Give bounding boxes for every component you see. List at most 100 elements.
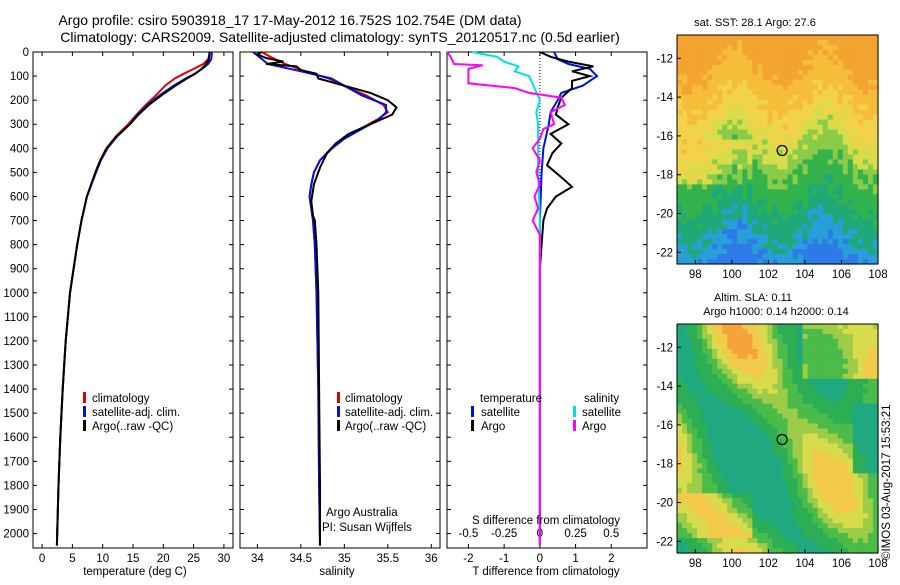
heatmap-cell: [742, 239, 748, 245]
heatmap-cell: [872, 134, 879, 141]
heatmap-cell: [712, 99, 718, 106]
heatmap-cell: [827, 124, 834, 131]
heatmap-cell: [692, 403, 698, 410]
heatmap-cell: [697, 154, 703, 161]
heatmap-cell: [677, 219, 683, 225]
sla-map-panel: Altim. SLA: 0.11 Argo h1000: 0.14 h2000:…: [656, 292, 887, 570]
heatmap-cell: [872, 418, 879, 425]
heatmap-cell: [692, 393, 698, 400]
heatmap-cell: [802, 403, 809, 410]
heatmap-cell: [742, 169, 748, 175]
heatmap-cell: [787, 498, 794, 504]
heatmap-cell: [697, 473, 703, 479]
heatmap-cell: [732, 363, 738, 370]
heatmap-cell: [712, 159, 718, 166]
heatmap-cell: [837, 99, 844, 106]
heatmap-cell: [792, 548, 799, 554]
heatmap-cell: [812, 164, 819, 171]
heatmap-cell: [857, 69, 864, 76]
heatmap-cell: [812, 513, 819, 519]
heatmap-cell: [727, 239, 733, 245]
heatmap-cell: [712, 543, 718, 549]
heatmap-cell: [787, 224, 794, 230]
heatmap-cell: [842, 44, 849, 51]
heatmap-cell: [702, 209, 708, 215]
heatmap-cell: [807, 59, 814, 66]
heatmap-cell: [837, 473, 844, 479]
heatmap-cell: [792, 169, 799, 175]
heatmap-cell: [842, 134, 849, 141]
heatmap-cell: [742, 428, 748, 435]
heatmap-cell: [682, 199, 688, 205]
heatmap-cell: [722, 418, 728, 425]
heatmap-cell: [752, 194, 759, 200]
heatmap-cell: [817, 343, 824, 350]
heatmap-cell: [677, 358, 683, 365]
heatmap-cell: [677, 239, 683, 245]
heatmap-cell: [767, 423, 774, 430]
heatmap-cell: [782, 408, 789, 415]
heatmap-cell: [737, 483, 743, 489]
heatmap-cell: [812, 373, 819, 380]
heatmap-cell: [872, 214, 879, 220]
heatmap-cell: [797, 194, 804, 200]
heatmap-cell: [832, 383, 839, 390]
heatmap-cell: [802, 413, 809, 420]
heatmap-cell: [872, 204, 879, 210]
heatmap-cell: [862, 209, 869, 215]
heatmap-cell: [797, 224, 804, 230]
heatmap-cell: [727, 413, 733, 420]
heatmap-cell: [697, 378, 703, 385]
heatmap-cell: [832, 39, 839, 46]
heatmap-cell: [767, 413, 774, 420]
heatmap-cell: [837, 458, 844, 464]
heatmap-cell: [742, 49, 748, 56]
heatmap-cell: [832, 373, 839, 380]
heatmap-cell: [702, 49, 708, 56]
heatmap-cell: [817, 423, 824, 430]
heatmap-cell: [702, 254, 708, 260]
heatmap-cell: [822, 493, 829, 499]
heatmap-cell: [852, 254, 859, 260]
heatmap-cell: [712, 244, 718, 250]
heatmap-cell: [757, 448, 764, 455]
heatmap-cell: [697, 523, 703, 529]
heatmap-cell: [812, 119, 819, 126]
heatmap-cell: [732, 418, 738, 425]
heatmap-cell: [872, 84, 879, 91]
heatmap-cell: [747, 363, 753, 370]
heatmap-cell: [712, 418, 718, 425]
heatmap-cell: [687, 493, 693, 499]
heatmap-cell: [857, 249, 864, 255]
heatmap-cell: [682, 239, 688, 245]
heatmap-cell: [762, 164, 769, 171]
heatmap-cell: [802, 239, 809, 245]
heatmap-cell: [777, 134, 784, 141]
heatmap-cell: [722, 378, 728, 385]
temperature-legend: climatology satellite-adj. clim. Argo(..…: [83, 392, 180, 433]
heatmap-cell: [842, 254, 849, 260]
heatmap-cell: [827, 199, 834, 205]
heatmap-cell: [682, 363, 688, 370]
heatmap-cell: [782, 343, 789, 350]
heatmap-cell: [862, 89, 869, 96]
heatmap-cell: [747, 249, 753, 255]
heatmap-cell: [717, 119, 723, 126]
heatmap-cell: [792, 54, 799, 61]
heatmap-cell: [857, 523, 864, 529]
heatmap-cell: [782, 413, 789, 420]
heatmap-cell: [802, 433, 809, 440]
heatmap-cell: [747, 234, 753, 240]
heatmap-cell: [742, 343, 748, 350]
heatmap-cell: [807, 543, 814, 549]
heatmap-cell: [847, 239, 854, 245]
heatmap-cell: [757, 353, 764, 360]
heatmap-cell: [797, 59, 804, 66]
heatmap-cell: [852, 149, 859, 156]
heatmap-cell: [822, 543, 829, 549]
heatmap-cell: [702, 249, 708, 255]
heatmap-cell: [857, 388, 864, 395]
heatmap-cell: [752, 483, 759, 489]
sst-map-title: sat. SST: 28.1 Argo: 27.6: [694, 17, 816, 29]
